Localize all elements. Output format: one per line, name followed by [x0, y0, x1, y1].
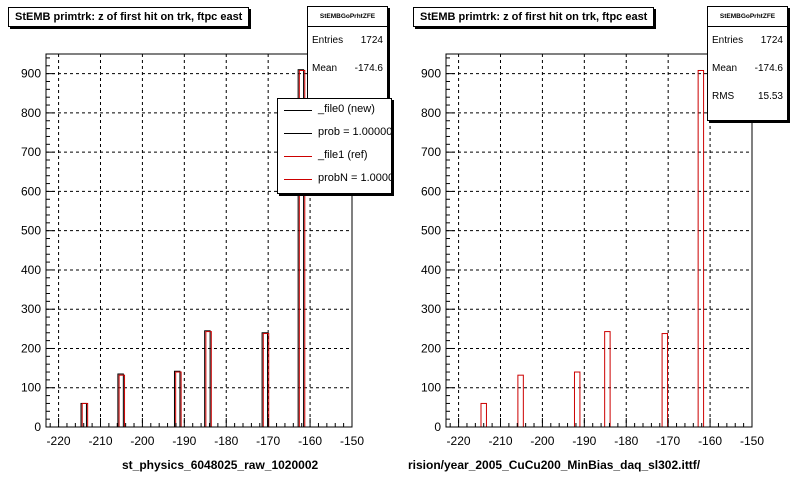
right-y-tick-label: 600: [421, 184, 441, 198]
left-y-tick-label: 200: [21, 341, 41, 355]
left-x-tick-label: -190: [172, 434, 196, 448]
legend-entry: prob = 1.000000: [278, 122, 391, 145]
left-x-tick-label: -160: [298, 434, 322, 448]
left-stats-entries-row: Entries 1724: [308, 27, 387, 55]
right-histogram-bar: [697, 69, 705, 428]
right-x-tick-label: -220: [447, 434, 471, 448]
legend-swatch: [284, 133, 312, 134]
left-histogram-title: StEMB primtrk: z of first hit on trk, ft…: [8, 7, 250, 27]
legend-entry: _file0 (new): [278, 99, 391, 122]
right-histogram-bar: [573, 371, 581, 428]
left-x-tick-label: -180: [214, 434, 238, 448]
left-y-tick-label: 600: [21, 184, 41, 198]
right-histogram-bar: [604, 331, 611, 428]
right-y-tick-label: 500: [421, 224, 441, 238]
left-x-tick-label: -210: [88, 434, 112, 448]
left-stats-mean-value: -174.6: [354, 63, 383, 74]
left-stats-header: StEMBGoPrhtZFE: [308, 7, 387, 27]
right-histogram-title: StEMB primtrk: z of first hit on trk, ft…: [413, 7, 655, 27]
right-x-tick-label: -180: [614, 434, 638, 448]
right-y-tick-label: 0: [434, 420, 441, 434]
left-x-tick-label: -200: [130, 434, 154, 448]
right-y-tick-label: 300: [421, 302, 441, 316]
right-stats-mean-label: Mean: [712, 63, 738, 74]
right-x-tick-label: -200: [530, 434, 554, 448]
right-x-tick-label: -160: [698, 434, 722, 448]
left-x-tick-label: -170: [256, 434, 280, 448]
right-stats-entries-row: Entries 1724: [708, 27, 787, 55]
left-y-tick-label: 700: [21, 145, 41, 159]
right-y-tick-label: 100: [421, 381, 441, 395]
left-stats-mean-row: Mean -174.6: [308, 55, 387, 83]
left-x-axis-label: st_physics_6048025_raw_1020002: [122, 458, 319, 472]
right-histogram-title-text: StEMB primtrk: z of first hit on trk, ft…: [420, 11, 648, 23]
left-legend: _file0 (new) prob = 1.000000 _file1 (ref…: [277, 98, 392, 194]
right-histogram-panel: -220 -210 -200 -190 -180 -170 -160 -150 0 100 200 3…: [421, 53, 764, 448]
left-plot-frame: [45, 53, 353, 428]
legend-label: _file1 (ref): [318, 149, 368, 161]
right-y-tick-label: 800: [421, 106, 441, 120]
right-x-axis-label: rision/year_2005_CuCu200_MinBias_daq_sl3…: [408, 458, 701, 472]
right-y-tick-label: 700: [421, 145, 441, 159]
right-stats-mean-row: Mean -174.6: [708, 55, 787, 83]
legend-swatch: [284, 156, 312, 157]
legend-label: probN = 1.000000: [318, 172, 391, 184]
left-y-tick-label: 900: [21, 67, 41, 81]
right-stats-header: StEMBGoPrhtZFE: [708, 7, 787, 27]
legend-entry: probN = 1.000000: [278, 168, 391, 191]
left-x-tick-label: -220: [47, 434, 71, 448]
right-y-tick-label: 900: [421, 67, 441, 81]
right-stats-rms-value: 15.53: [757, 91, 783, 102]
legend-swatch: [284, 179, 312, 180]
right-x-tick-label: -150: [740, 434, 764, 448]
right-stats-rms-label: RMS: [712, 91, 735, 102]
right-x-tick-label: -210: [488, 434, 512, 448]
right-y-tick-label: 200: [421, 341, 441, 355]
right-stats-rms-row: RMS 15.53: [708, 83, 787, 111]
legend-entry: _file1 (ref): [278, 145, 391, 168]
right-stats-mean-value: -174.6: [754, 63, 783, 74]
left-y-tick-label: 100: [21, 381, 41, 395]
left-stats-box: StEMBGoPrhtZFE Entries 1724 Mean -174.6: [307, 6, 388, 99]
legend-label: prob = 1.000000: [318, 126, 392, 138]
left-y-tick-label: 400: [21, 263, 41, 277]
left-stats-entries-value: 1724: [360, 35, 383, 46]
right-stats-entries-value: 1724: [760, 35, 783, 46]
left-stats-mean-label: Mean: [312, 63, 338, 74]
right-y-tick-label: 400: [421, 263, 441, 277]
right-stats-entries-label: Entries: [712, 35, 744, 46]
left-histogram-title-text: StEMB primtrk: z of first hit on trk, ft…: [15, 11, 243, 23]
right-histogram-bar: [661, 333, 669, 428]
right-histogram-bar: [517, 374, 524, 428]
legend-swatch: [284, 110, 312, 111]
left-stats-entries-label: Entries: [312, 35, 344, 46]
right-stats-box: StEMBGoPrhtZFE Entries 1724 Mean -174.6 …: [707, 6, 788, 121]
right-x-tick-label: -170: [656, 434, 680, 448]
left-y-tick-label: 300: [21, 302, 41, 316]
left-y-tick-label: 500: [21, 224, 41, 238]
left-y-tick-label: 0: [34, 420, 41, 434]
left-x-tick-label: -150: [340, 434, 364, 448]
left-y-tick-label: 800: [21, 106, 41, 120]
right-plot-frame: [445, 53, 753, 428]
right-x-tick-label: -190: [572, 434, 596, 448]
legend-label: _file0 (new): [318, 103, 375, 115]
